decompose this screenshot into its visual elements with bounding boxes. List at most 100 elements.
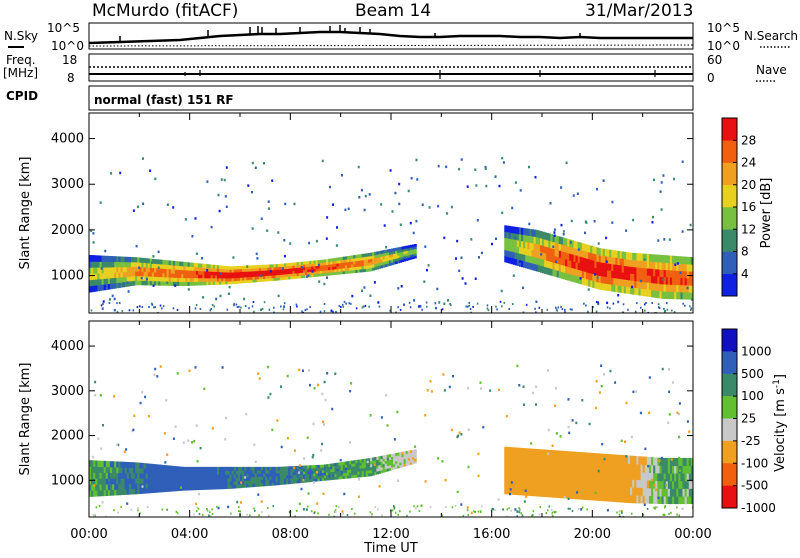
heatmap-cell (598, 492, 602, 501)
heatmap-cell (204, 466, 208, 472)
scatter-cell (664, 309, 666, 313)
heatmap-cell (162, 259, 166, 265)
heatmap-cell (187, 266, 191, 271)
heatmap-cell (340, 475, 344, 480)
heatmap-cell (235, 274, 239, 279)
heatmap-cell (305, 263, 308, 268)
heatmap-cell (583, 491, 587, 500)
heatmap-cell (271, 472, 275, 477)
heatmap-cell (690, 264, 693, 272)
heatmap-cell (680, 263, 684, 272)
heatmap-cell (328, 466, 331, 470)
nsearch-tick-bottom: 10^0 (707, 39, 740, 53)
heatmap-cell (556, 458, 560, 467)
y-tick-label: 2000 (51, 429, 84, 444)
heatmap-cell (571, 451, 575, 460)
heatmap-cell (265, 470, 268, 474)
heatmap-cell (164, 465, 168, 471)
heatmap-cell (191, 270, 195, 275)
scatter-cell (470, 238, 473, 241)
heatmap-cell (214, 281, 218, 285)
heatmap-cell (521, 487, 524, 496)
heatmap-cell (219, 281, 222, 285)
heatmap-cell (135, 275, 138, 281)
heatmap-cell (518, 227, 522, 235)
heatmap-cell (686, 480, 690, 489)
scatter-cell (152, 255, 155, 258)
heatmap-cell (651, 254, 654, 262)
scatter-cell (407, 189, 410, 193)
heatmap-cell (235, 271, 239, 276)
heatmap-cell (382, 258, 386, 262)
heatmap-cell (200, 474, 203, 479)
heatmap-cell (535, 229, 539, 238)
heatmap-cell (613, 477, 617, 487)
heatmap-cell (669, 480, 673, 489)
y-tick-label: 1000 (51, 269, 84, 284)
heatmap-cell (583, 264, 587, 272)
scatter-cell (227, 505, 230, 509)
heatmap-cell (542, 449, 545, 458)
heatmap-cell (372, 457, 375, 461)
heatmap-cell (99, 472, 103, 479)
heatmap-cell (594, 476, 598, 485)
scatter-cell (660, 181, 663, 184)
heatmap-cell (667, 284, 671, 292)
ground-cell (391, 509, 394, 512)
scatter-cell (474, 277, 477, 280)
heatmap-cell (277, 469, 281, 474)
scatter-cell (480, 387, 483, 390)
heatmap-cell (288, 472, 291, 476)
heatmap-cell (170, 264, 174, 270)
heatmap-cell (323, 272, 327, 276)
colorbar-tick-label: 20 (741, 178, 756, 192)
heatmap-cell (646, 261, 650, 269)
heatmap-cell (351, 266, 354, 271)
ground-cell (238, 506, 240, 509)
heatmap-cell (279, 481, 283, 485)
scatter-cell (410, 177, 413, 180)
x-tick-label: 08:00 (272, 527, 309, 542)
scatter-cell (383, 224, 386, 227)
heatmap-cell (365, 470, 369, 474)
heatmap-cell (91, 484, 94, 491)
heatmap-cell (284, 478, 287, 482)
heatmap-cell (342, 265, 346, 269)
ground-cell (521, 514, 524, 517)
heatmap-cell (166, 272, 170, 278)
heatmap-cell (317, 470, 321, 474)
heatmap-cell (296, 264, 300, 268)
heatmap-cell (313, 263, 317, 267)
heatmap-cell (512, 447, 516, 456)
heatmap-cell (355, 263, 359, 268)
heatmap-cell (162, 268, 166, 274)
heatmap-cell (183, 269, 187, 275)
scatter-cell (456, 435, 459, 439)
ground-cell (413, 505, 415, 508)
heatmap-cell (621, 494, 625, 503)
ground-cell (670, 511, 672, 514)
heatmap-cell (388, 462, 392, 466)
heatmap-cell (682, 270, 686, 279)
heatmap-cell (237, 480, 241, 485)
heatmap-cell (204, 264, 208, 268)
scatter-cell (320, 449, 323, 452)
heatmap-cell (225, 269, 229, 273)
heatmap-cell (305, 468, 308, 472)
heatmap-cell (221, 274, 224, 279)
heatmap-cell (414, 453, 417, 457)
heatmap-cell (166, 264, 170, 270)
heatmap-cell (208, 466, 212, 472)
scatter-cell (603, 373, 606, 376)
heatmap-cell (133, 488, 136, 495)
heatmap-cell (300, 264, 304, 268)
heatmap-cell (290, 276, 294, 280)
heatmap-cell (359, 465, 363, 469)
heatmap-cell (231, 484, 235, 489)
heatmap-cell (619, 454, 623, 464)
heatmap-cell (256, 470, 260, 474)
heatmap-cell (386, 263, 390, 267)
heatmap-cell (174, 277, 178, 282)
heatmap-cell (210, 470, 214, 475)
heatmap-cell (674, 495, 677, 505)
